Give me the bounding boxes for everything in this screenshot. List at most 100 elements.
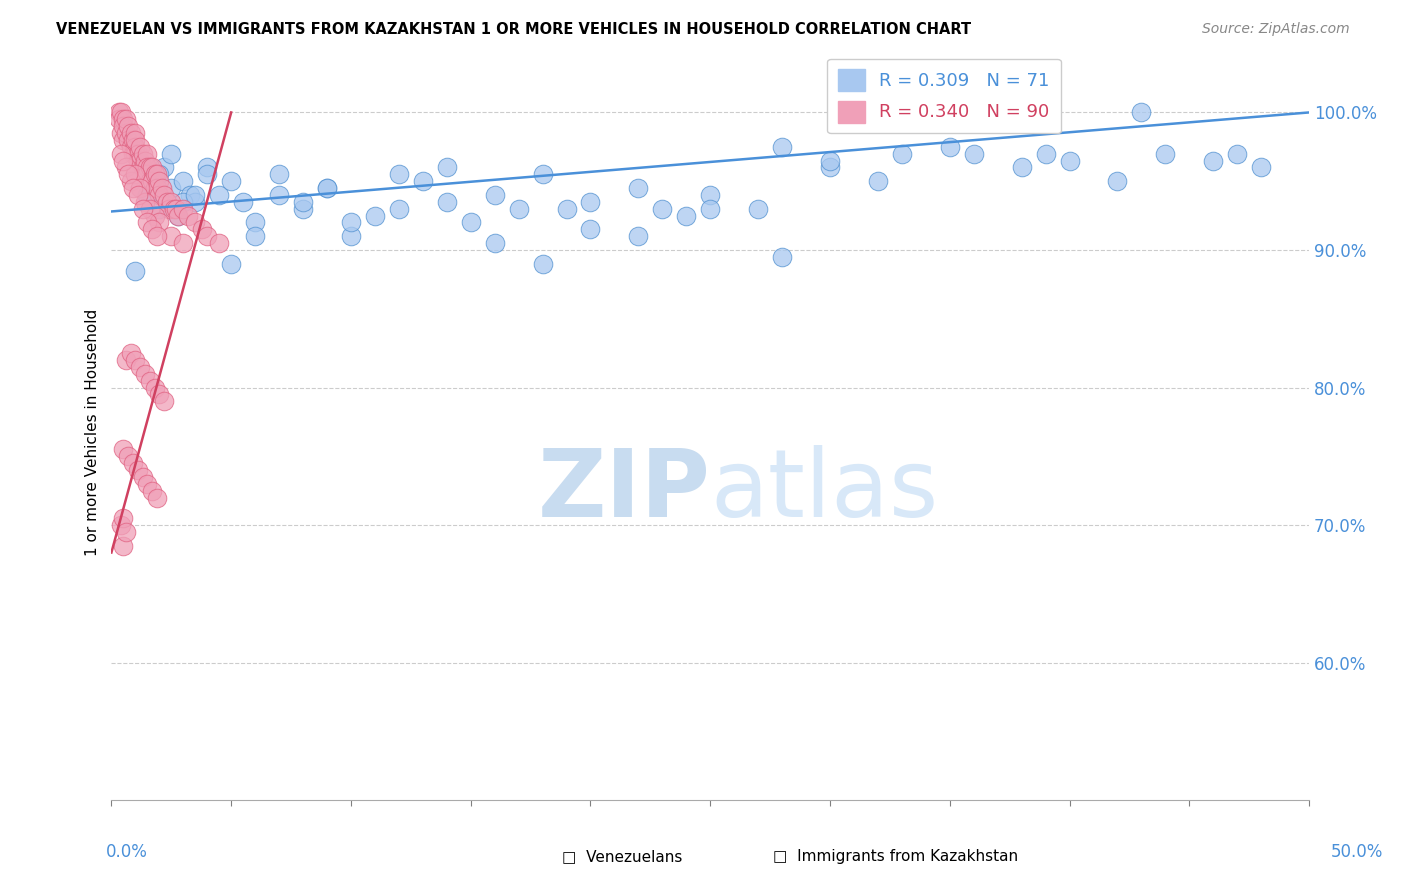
Point <box>153 188 176 202</box>
Point <box>148 387 170 401</box>
Point <box>436 194 458 209</box>
Point <box>136 146 159 161</box>
Point <box>127 188 149 202</box>
Point <box>627 181 650 195</box>
Point <box>157 202 180 216</box>
Point <box>160 194 183 209</box>
Point <box>127 146 149 161</box>
Point <box>179 188 201 202</box>
Point <box>141 483 163 498</box>
Point <box>163 202 186 216</box>
Point <box>675 209 697 223</box>
Point <box>112 112 135 127</box>
Point <box>167 209 190 223</box>
Point <box>120 346 142 360</box>
Point <box>172 194 194 209</box>
Point <box>818 153 841 168</box>
Point <box>747 202 769 216</box>
Text: Source: ZipAtlas.com: Source: ZipAtlas.com <box>1202 22 1350 37</box>
Point <box>340 229 363 244</box>
Point <box>134 153 156 168</box>
Text: □  Immigrants from Kazakhstan: □ Immigrants from Kazakhstan <box>773 849 1018 864</box>
Point <box>117 450 139 464</box>
Point <box>138 174 160 188</box>
Point <box>866 174 889 188</box>
Point <box>388 167 411 181</box>
Point <box>117 167 139 181</box>
Point <box>699 188 721 202</box>
Point <box>112 442 135 457</box>
Point <box>184 194 207 209</box>
Point <box>141 222 163 236</box>
Point <box>484 236 506 251</box>
Point <box>153 161 176 175</box>
Point <box>124 133 146 147</box>
Point <box>122 181 145 195</box>
Point <box>153 394 176 409</box>
Point <box>143 167 166 181</box>
Point <box>114 353 136 368</box>
Point <box>436 161 458 175</box>
Point <box>508 202 530 216</box>
Point <box>150 181 173 195</box>
Point <box>131 202 153 216</box>
Point <box>134 194 156 209</box>
Point <box>129 181 152 195</box>
Point <box>148 215 170 229</box>
Point <box>136 161 159 175</box>
Point <box>890 146 912 161</box>
Point <box>134 367 156 381</box>
Point <box>579 194 602 209</box>
Point <box>699 202 721 216</box>
Point <box>143 167 166 181</box>
Point <box>1035 146 1057 161</box>
Point <box>131 146 153 161</box>
Point <box>412 174 434 188</box>
Point <box>219 174 242 188</box>
Point <box>208 188 231 202</box>
Text: 50.0%: 50.0% <box>1330 843 1384 861</box>
Point <box>114 112 136 127</box>
Text: □  Venezuelans: □ Venezuelans <box>562 849 683 864</box>
Point <box>131 161 153 175</box>
Point <box>243 215 266 229</box>
Point <box>267 167 290 181</box>
Point <box>1226 146 1249 161</box>
Point <box>146 491 169 505</box>
Point <box>112 119 135 133</box>
Point <box>127 153 149 168</box>
Point <box>172 202 194 216</box>
Point <box>120 140 142 154</box>
Point <box>136 188 159 202</box>
Point <box>146 229 169 244</box>
Point <box>120 174 142 188</box>
Point <box>112 511 135 525</box>
Point <box>1202 153 1225 168</box>
Point <box>114 524 136 539</box>
Point <box>191 222 214 236</box>
Point <box>364 209 387 223</box>
Point <box>165 202 187 216</box>
Point <box>155 194 177 209</box>
Point <box>148 188 170 202</box>
Point <box>138 202 160 216</box>
Point <box>141 174 163 188</box>
Point <box>112 133 135 147</box>
Point <box>531 167 554 181</box>
Point <box>1250 161 1272 175</box>
Point <box>136 215 159 229</box>
Point <box>184 188 207 202</box>
Point <box>117 133 139 147</box>
Point <box>148 174 170 188</box>
Point <box>136 167 159 181</box>
Point <box>627 229 650 244</box>
Point <box>110 146 132 161</box>
Point <box>818 161 841 175</box>
Point <box>122 146 145 161</box>
Text: 0.0%: 0.0% <box>105 843 148 861</box>
Point <box>141 161 163 175</box>
Point <box>148 202 170 216</box>
Point <box>1059 153 1081 168</box>
Point <box>138 374 160 388</box>
Point <box>1107 174 1129 188</box>
